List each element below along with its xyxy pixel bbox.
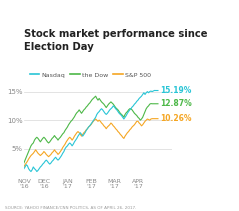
Text: 15.19%: 15.19% xyxy=(160,86,192,95)
Text: 12.87%: 12.87% xyxy=(160,99,192,108)
Text: 10.26%: 10.26% xyxy=(160,114,192,123)
Legend: Nasdaq, the Dow, S&P 500: Nasdaq, the Dow, S&P 500 xyxy=(27,70,154,80)
Text: SOURCE: YAHOO FINANCE/CNN POLITICS, AS OF APRIL 26, 2017.: SOURCE: YAHOO FINANCE/CNN POLITICS, AS O… xyxy=(5,206,136,210)
Text: Stock market performance since
Election Day: Stock market performance since Election … xyxy=(24,29,207,52)
